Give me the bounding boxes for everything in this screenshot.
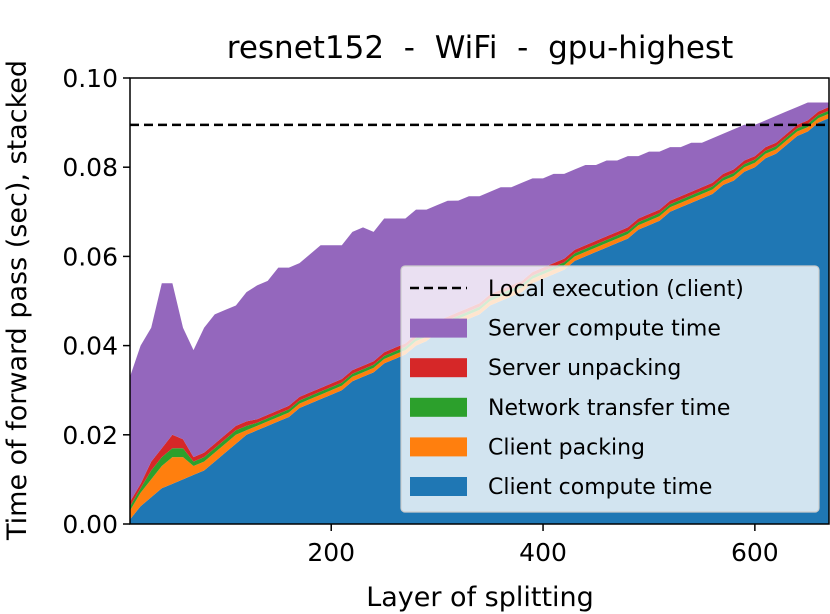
- legend-label: Server compute time: [488, 317, 721, 342]
- y-axis-label: Time of forward pass (sec), stacked: [2, 60, 33, 541]
- y-tick-label: 0.00: [62, 510, 118, 539]
- y-tick-label: 0.08: [62, 153, 118, 182]
- legend-swatch: [410, 397, 467, 417]
- y-tick-label: 0.10: [62, 64, 118, 93]
- x-tick-label: 600: [731, 538, 779, 567]
- x-axis: 200 400 600: [307, 524, 779, 567]
- y-axis: 0.00 0.02 0.04 0.06 0.08 0.10: [62, 64, 130, 539]
- legend-label: Local execution (client): [488, 277, 744, 302]
- legend-label: Client packing: [488, 435, 645, 460]
- x-axis-label: Layer of splitting: [366, 582, 594, 613]
- legend-swatch: [410, 318, 467, 338]
- y-tick-label: 0.02: [62, 421, 118, 450]
- legend-label: Client compute time: [488, 475, 712, 500]
- x-tick-label: 400: [519, 538, 567, 567]
- y-tick-label: 0.06: [62, 242, 118, 271]
- chart-title: resnet152 - WiFi - gpu-highest: [227, 30, 733, 66]
- legend-box: [400, 265, 820, 513]
- legend-swatch: [410, 477, 467, 496]
- y-tick-label: 0.04: [62, 332, 118, 361]
- x-tick-label: 200: [307, 538, 355, 567]
- legend-label: Network transfer time: [488, 396, 730, 421]
- legend-swatch: [410, 358, 467, 378]
- legend-label: Server unpacking: [488, 356, 681, 381]
- legend: Local execution (client) Server compute t…: [400, 265, 820, 513]
- legend-swatch: [410, 437, 467, 457]
- plot-frame: [129, 77, 830, 525]
